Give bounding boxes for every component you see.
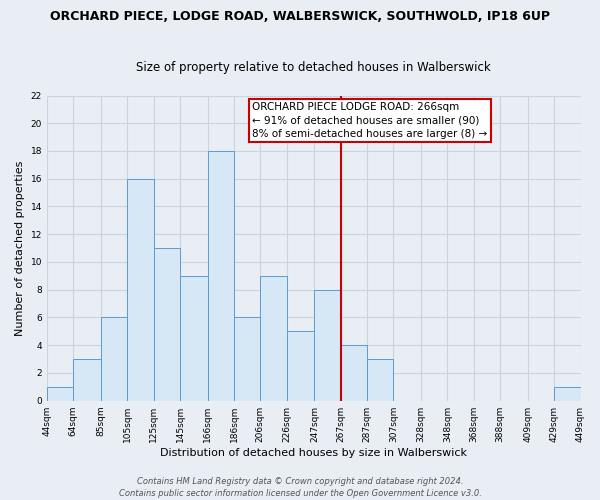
Bar	[314, 290, 341, 401]
Bar	[101, 318, 127, 400]
Bar	[127, 178, 154, 400]
Text: ORCHARD PIECE, LODGE ROAD, WALBERSWICK, SOUTHWOLD, IP18 6UP: ORCHARD PIECE, LODGE ROAD, WALBERSWICK, …	[50, 10, 550, 23]
Bar	[234, 318, 260, 400]
Text: Contains HM Land Registry data © Crown copyright and database right 2024.
Contai: Contains HM Land Registry data © Crown c…	[119, 476, 481, 498]
X-axis label: Distribution of detached houses by size in Walberswick: Distribution of detached houses by size …	[160, 448, 467, 458]
Bar	[341, 345, 367, 401]
Bar	[367, 359, 394, 401]
Bar	[208, 151, 234, 400]
Bar	[154, 248, 180, 400]
Title: Size of property relative to detached houses in Walberswick: Size of property relative to detached ho…	[136, 60, 491, 74]
Y-axis label: Number of detached properties: Number of detached properties	[15, 160, 25, 336]
Bar	[47, 387, 73, 400]
Bar	[554, 387, 581, 400]
Text: ORCHARD PIECE LODGE ROAD: 266sqm
← 91% of detached houses are smaller (90)
8% of: ORCHARD PIECE LODGE ROAD: 266sqm ← 91% o…	[253, 102, 488, 139]
Bar	[180, 276, 208, 400]
Bar	[73, 359, 101, 401]
Bar	[287, 332, 314, 400]
Bar	[260, 276, 287, 400]
